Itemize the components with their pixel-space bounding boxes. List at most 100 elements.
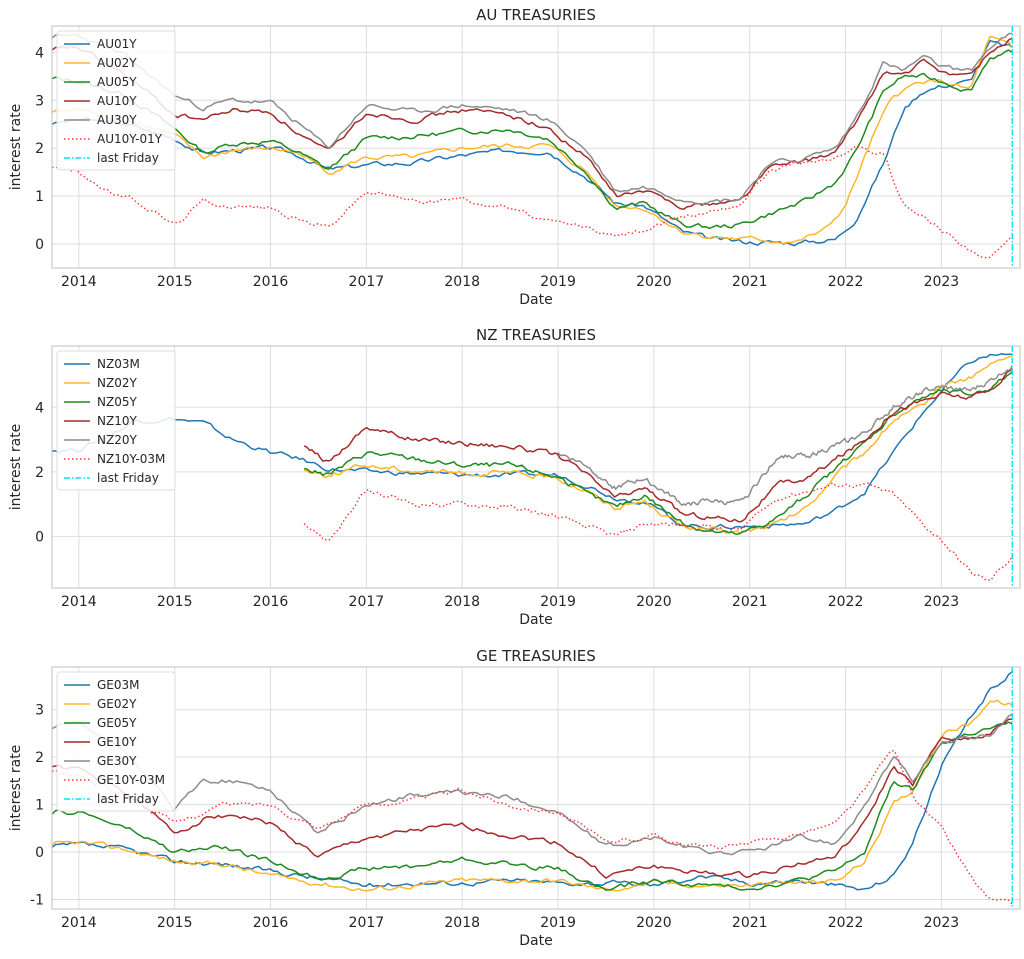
series-line-nz03m	[52, 353, 1013, 531]
legend-label: AU30Y	[97, 113, 137, 127]
x-tick-label: 2015	[157, 915, 193, 931]
x-tick-label: 2023	[924, 915, 960, 931]
x-tick-label: 2014	[61, 915, 97, 931]
x-tick-label: 2021	[732, 274, 768, 290]
series-line-ge05y	[52, 721, 1013, 891]
x-tick-label: 2016	[253, 274, 289, 290]
legend-label: GE30Y	[97, 754, 137, 768]
x-tick-label: 2014	[61, 594, 97, 610]
x-tick-label: 2019	[540, 915, 576, 931]
x-tick-label: 2017	[349, 594, 385, 610]
chart-panel-1: 2014 2015 2016 2017 2018 2019 2020 2021 2022 2023…	[8, 6, 1021, 308]
x-tick-label: 2022	[828, 274, 864, 290]
legend-box	[56, 350, 176, 491]
series-line-ge10y	[52, 718, 1013, 879]
legend-label: NZ02Y	[97, 376, 137, 390]
legend-label: AU01Y	[97, 37, 137, 51]
series-group	[52, 671, 1013, 905]
legend-label: NZ20Y	[97, 433, 137, 447]
legend-label: last Friday	[97, 471, 159, 485]
legend-label: GE10Y-03M	[97, 773, 165, 787]
y-tick-label: 3	[35, 703, 44, 719]
series-line-ge02y	[52, 699, 1013, 892]
x-tick-label: 2020	[636, 274, 672, 290]
legend-box	[56, 30, 176, 171]
legend-label: last Friday	[97, 792, 159, 806]
y-tick-label: 1	[35, 189, 44, 205]
chart-panel-3: 2014 2015 2016 2017 2018 2019 2020 2021 2022 2023…	[8, 647, 1021, 949]
x-tick-label: 2018	[444, 274, 480, 290]
x-tick-label: 2016	[253, 594, 289, 610]
series-line-au10y-01y	[52, 145, 1013, 259]
x-tick-label: 2018	[444, 594, 480, 610]
x-tick-label: 2022	[828, 594, 864, 610]
x-axis-label: Date	[519, 292, 552, 308]
x-tick-label: 2023	[924, 274, 960, 290]
plot-area	[52, 667, 1020, 909]
y-tick-label: 2	[35, 750, 44, 766]
legend-label: GE10Y	[97, 735, 137, 749]
x-tick-label: 2016	[253, 915, 289, 931]
y-tick-label: -1	[30, 893, 44, 909]
legend-label: last Friday	[97, 151, 159, 165]
x-tick-label: 2019	[540, 274, 576, 290]
legend-label: GE02Y	[97, 697, 137, 711]
series-line-nz05y	[303, 371, 1013, 535]
legend-label: AU10Y-01Y	[97, 132, 163, 146]
plot-frame	[51, 666, 1021, 910]
y-tick-label: 4	[35, 45, 44, 61]
legend-label: GE05Y	[97, 716, 137, 730]
series-line-ge30y	[52, 713, 1013, 856]
series-line-au10y	[52, 37, 1013, 210]
y-tick-label: 0	[35, 237, 44, 253]
y-tick-label: 3	[35, 93, 44, 109]
legend-box	[56, 671, 176, 812]
series-line-au02y	[52, 35, 1013, 245]
x-axis-label: Date	[519, 933, 552, 949]
x-tick-label: 2019	[540, 594, 576, 610]
legend: AU01Y AU02Y AU05Y AU10Y AU30Y AU10Y-01Y last F…	[56, 30, 176, 171]
legend-label: NZ10Y	[97, 414, 137, 428]
series-line-au30y	[52, 32, 1013, 206]
series-group	[52, 353, 1013, 582]
series-line-nz10y	[303, 368, 1013, 523]
x-tick-label: 2015	[157, 274, 193, 290]
x-tick-label: 2021	[732, 915, 768, 931]
legend-label: AU05Y	[97, 75, 137, 89]
chart-title: GE TREASURIES	[476, 647, 596, 665]
y-tick-label: 1	[35, 798, 44, 814]
y-tick-label: 2	[35, 141, 44, 157]
x-tick-label: 2014	[61, 274, 97, 290]
series-line-nz20y	[557, 365, 1013, 507]
chart-title: AU TREASURIES	[476, 6, 596, 24]
x-tick-label: 2021	[732, 594, 768, 610]
y-axis-label: interest rate	[8, 104, 24, 191]
x-tick-label: 2018	[444, 915, 480, 931]
series-line-au01y	[52, 39, 1013, 247]
legend: NZ03M NZ02Y NZ05Y NZ10Y NZ20Y NZ10Y-03M last F…	[56, 350, 176, 491]
plot-frame	[51, 25, 1021, 269]
x-tick-label: 2020	[636, 915, 672, 931]
x-tick-label: 2023	[924, 594, 960, 610]
series-line-nz10y-03m	[303, 482, 1013, 582]
y-axis-label: interest rate	[8, 424, 24, 511]
x-tick-label: 2020	[636, 594, 672, 610]
y-tick-label: 0	[35, 845, 44, 861]
y-axis-label: interest rate	[8, 745, 24, 832]
chart-panel-2: 2014 2015 2016 2017 2018 2019 2020 2021 2022 2023…	[8, 326, 1021, 628]
series-line-ge10y-03m	[52, 749, 1013, 905]
y-tick-label: 0	[35, 529, 44, 545]
series-line-nz02y	[303, 355, 1013, 535]
series-group	[52, 32, 1013, 259]
legend-label: GE03M	[97, 678, 140, 692]
legend-label: AU02Y	[97, 56, 137, 70]
legend-label: NZ05Y	[97, 395, 137, 409]
y-tick-label: 2	[35, 465, 44, 481]
x-tick-label: 2015	[157, 594, 193, 610]
x-tick-label: 2022	[828, 915, 864, 931]
legend-label: AU10Y	[97, 94, 137, 108]
plot-frame	[51, 345, 1021, 589]
legend-label: NZ10Y-03M	[97, 452, 165, 466]
chart-title: NZ TREASURIES	[476, 326, 596, 344]
